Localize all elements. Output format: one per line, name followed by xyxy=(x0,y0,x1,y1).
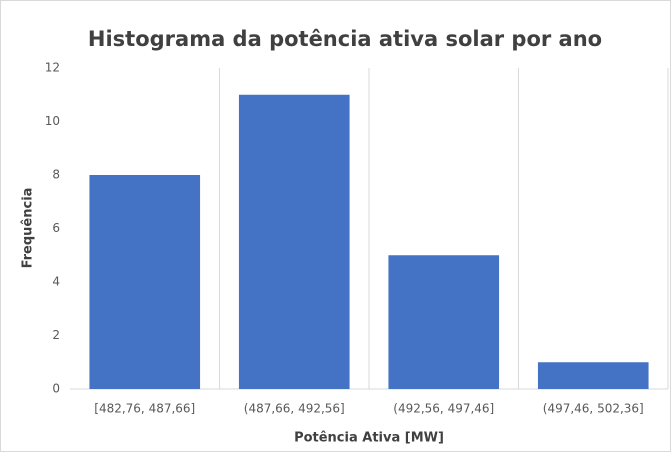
y-tick-label: 0 xyxy=(52,382,60,396)
y-tick-label: 2 xyxy=(52,328,60,342)
bar xyxy=(238,94,350,389)
bar xyxy=(537,362,649,389)
x-tick-label: (497,46, 502,36] xyxy=(543,402,644,416)
x-tick-label: (487,66, 492,56] xyxy=(244,402,345,416)
y-tick-label: 4 xyxy=(52,275,60,289)
bar xyxy=(388,255,500,389)
bar xyxy=(89,175,201,389)
y-tick-label: 6 xyxy=(52,221,60,235)
y-tick-label: 8 xyxy=(52,168,60,182)
chart-title: Histograma da potência ativa solar por a… xyxy=(88,27,602,51)
y-axis-title: Frequência xyxy=(21,188,36,269)
x-tick-label: (492,56, 497,46] xyxy=(393,402,494,416)
x-axis-title: Potência Ativa [MW] xyxy=(294,431,444,446)
y-tick-label: 10 xyxy=(45,114,60,128)
y-tick-label: 12 xyxy=(45,61,60,75)
x-tick-label: [482,76, 487,66] xyxy=(94,402,195,416)
